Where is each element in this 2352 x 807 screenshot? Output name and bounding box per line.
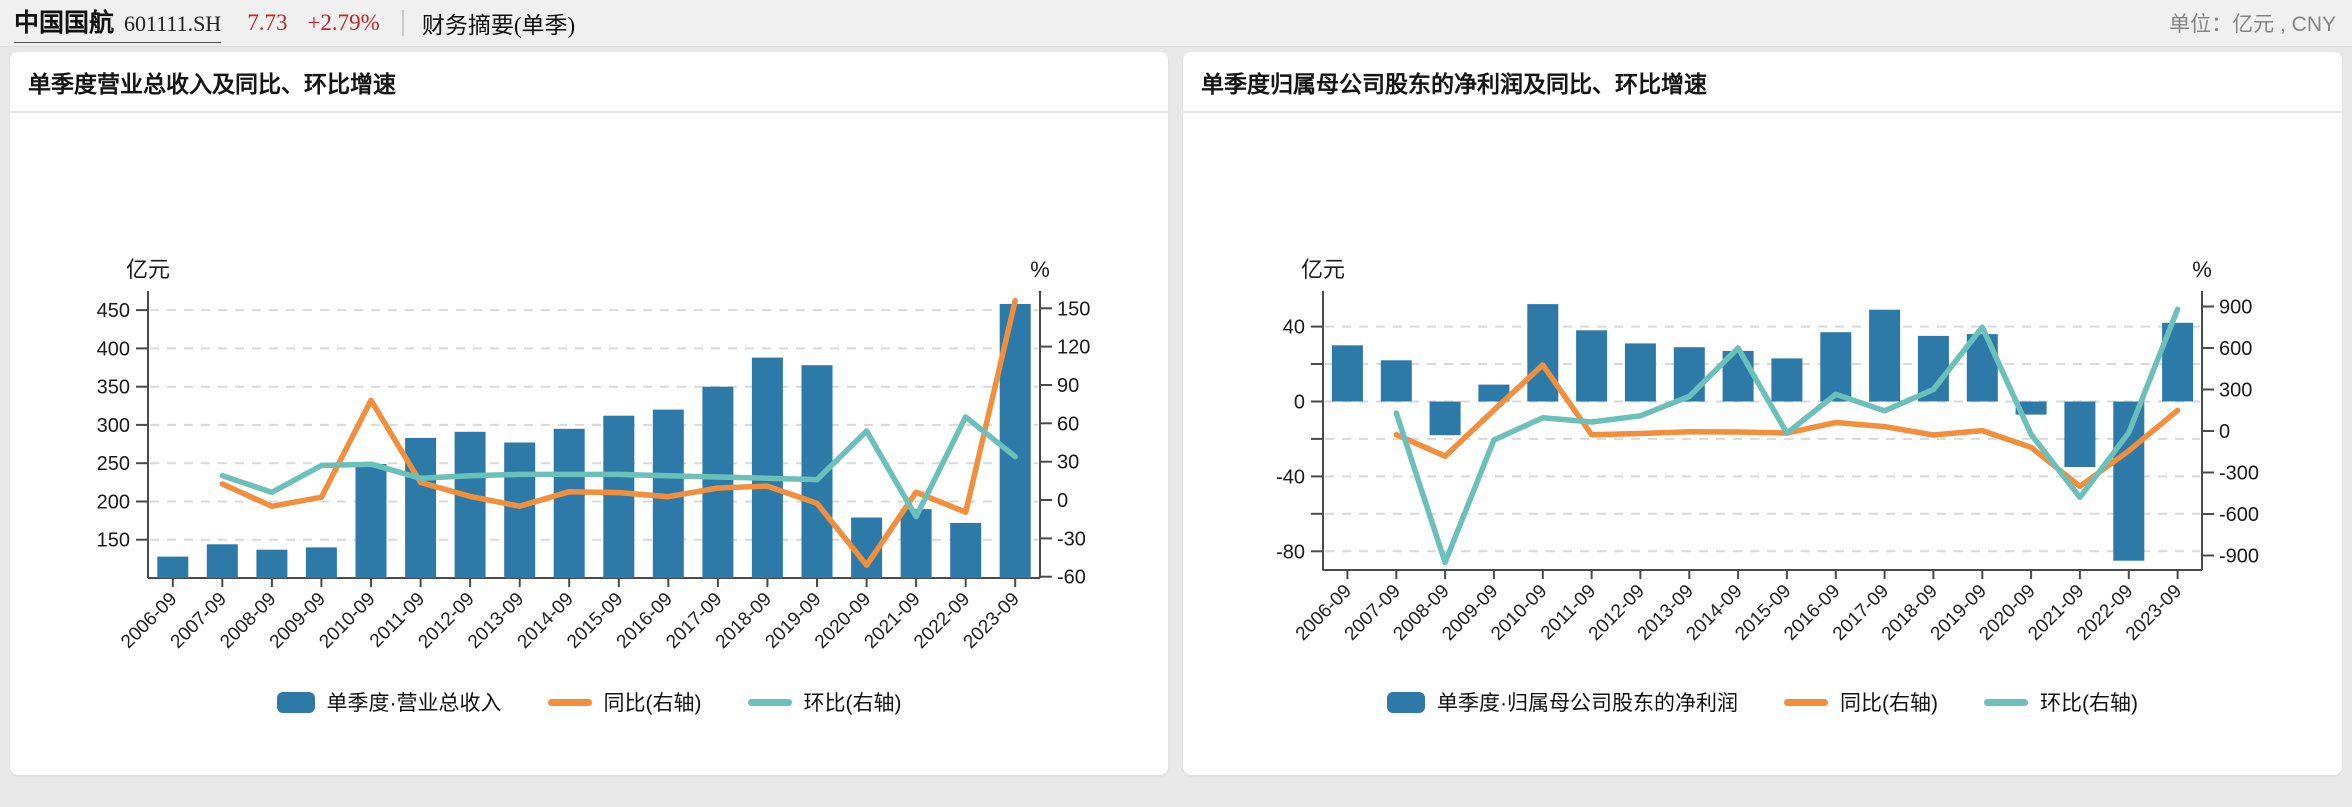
y-axis-left-label: 250	[97, 453, 130, 475]
profit-bar[interactable]	[2064, 401, 2096, 468]
y-axis-right-label: 30	[1057, 452, 1079, 474]
legend-label: 单季度·营业总收入	[326, 692, 502, 715]
bar-series-swatch	[1387, 691, 1425, 713]
y-axis-left-label: 150	[97, 530, 130, 552]
y-axis-right-label: -900	[2219, 546, 2259, 568]
stock-price: 7.73	[247, 10, 288, 35]
profit-bar[interactable]	[1527, 304, 1559, 402]
y-axis-left-label: 400	[97, 338, 130, 360]
yoy-line-swatch	[547, 698, 592, 706]
y-axis-right-unit: %	[1030, 257, 1050, 282]
revenue-bar[interactable]	[157, 556, 189, 578]
revenue-bar[interactable]	[751, 357, 783, 578]
yoy-line-swatch	[1784, 698, 1828, 706]
qoq-line	[1393, 306, 2181, 566]
y-axis-left-label: 0	[1294, 392, 1305, 414]
revenue-bar[interactable]	[553, 428, 585, 578]
y-axis-right-label: -30	[1057, 528, 1086, 550]
profit-chart-title: 单季度归属母公司股东的净利润及同比、环比增速	[1183, 52, 2342, 113]
profit-bar[interactable]	[1673, 347, 1705, 402]
legend-item-profit-bar[interactable]: 单季度·归属母公司股东的净利润	[1387, 687, 1738, 717]
profit-bar[interactable]	[1869, 309, 1901, 402]
header-divider	[401, 10, 404, 36]
legend-item-yoy[interactable]: 同比(右轴)	[547, 687, 702, 717]
revenue-chart[interactable]: 150 200 250 300 350 400 450 -60 -30 0 30 60 90 120 150…	[10, 113, 1168, 685]
revenue-bar[interactable]	[702, 386, 734, 578]
bar-series-swatch	[276, 691, 315, 713]
profit-bar[interactable]	[1429, 401, 1461, 436]
profit-bar[interactable]	[1380, 360, 1412, 402]
y-axis-right-label: 0	[1057, 490, 1068, 512]
y-axis-right-label: 300	[2219, 380, 2252, 402]
legend-label: 环比(右轴)	[2040, 692, 2138, 715]
profit-chart[interactable]: -80-40040-900-600-30003006009002006-0920…	[1183, 113, 2342, 685]
profit-bar[interactable]	[1576, 330, 1608, 402]
y-axis-left-label: -40	[1276, 466, 1305, 488]
revenue-bar[interactable]	[355, 464, 387, 578]
profit-bar[interactable]	[1820, 332, 1852, 402]
y-axis-right-label: 150	[1057, 298, 1090, 320]
stock-name: 中国国航	[14, 10, 115, 37]
revenue-bar[interactable]	[603, 415, 635, 578]
legend-label: 同比(右轴)	[603, 692, 702, 715]
y-axis-right-label: -60	[1057, 567, 1086, 589]
y-axis-left-label: 200	[97, 492, 130, 514]
y-axis-right-label: 0	[2219, 421, 2230, 443]
revenue-chart-legend: 单季度·营业总收入 同比(右轴) 环比(右轴)	[10, 687, 1168, 717]
unit-label: 单位：亿元 , CNY	[2169, 13, 2336, 36]
profit-bar[interactable]	[1771, 358, 1803, 402]
y-axis-left-label: -80	[1276, 541, 1305, 563]
qoq-line	[219, 414, 1018, 520]
legend-label: 环比(右轴)	[803, 692, 902, 715]
revenue-bar[interactable]	[305, 547, 337, 578]
legend-item-qoq[interactable]: 环比(右轴)	[1984, 687, 2138, 717]
stock-change-pct: +2.79%	[307, 10, 380, 35]
x-axis-label: 2010-09	[315, 589, 379, 653]
revenue-bar[interactable]	[504, 442, 536, 579]
y-axis-right-label: 60	[1057, 413, 1079, 435]
revenue-bar[interactable]	[256, 549, 288, 578]
y-axis-left-unit: 亿元	[1301, 257, 1345, 282]
yoy-line	[219, 297, 1018, 568]
y-axis-left-label: 450	[97, 300, 130, 322]
y-axis-left-unit: 亿元	[126, 257, 170, 282]
y-axis-right-label: 900	[2219, 297, 2252, 319]
profit-bar[interactable]	[1624, 343, 1656, 402]
y-axis-right-unit: %	[2192, 257, 2212, 282]
revenue-bar[interactable]	[206, 544, 238, 578]
y-axis-right-label: 90	[1057, 375, 1079, 397]
y-axis-right-label: -600	[2219, 504, 2259, 526]
y-axis-left-label: 40	[1283, 317, 1305, 339]
profit-bar[interactable]	[1478, 384, 1510, 402]
x-axis-label: 2023-09	[960, 589, 1024, 653]
legend-item-yoy[interactable]: 同比(右轴)	[1784, 687, 1938, 717]
profit-bar[interactable]	[1331, 345, 1363, 402]
legend-item-revenue-bar[interactable]: 单季度·营业总收入	[276, 687, 502, 717]
revenue-chart-card: 单季度营业总收入及同比、环比增速 150 200 250 300 350 400 450 -6…	[10, 52, 1168, 775]
y-axis-left-label: 350	[97, 377, 130, 399]
y-axis-left-label: 300	[97, 415, 130, 437]
revenue-bar[interactable]	[405, 437, 437, 578]
report-type-label: 财务摘要(单季)	[421, 13, 576, 38]
y-axis-right-label: -300	[2219, 463, 2259, 485]
y-axis-right-label: 120	[1057, 337, 1090, 359]
stock-link[interactable]: 中国国航 601111.SH	[14, 3, 222, 43]
revenue-bar[interactable]	[900, 509, 932, 578]
qoq-line-swatch	[1984, 698, 2028, 706]
legend-label: 同比(右轴)	[1840, 692, 1938, 715]
y-axis-right-label: 600	[2219, 338, 2252, 360]
revenue-bar[interactable]	[950, 522, 982, 578]
header-bar: 中国国航 601111.SH 7.73 +2.79% 财务摘要(单季) 单位：亿…	[0, 0, 2352, 47]
legend-label: 单季度·归属母公司股东的净利润	[1437, 692, 1738, 715]
profit-chart-card: 单季度归属母公司股东的净利润及同比、环比增速 -80 -40 0 40 -900 -600…	[1183, 52, 2342, 775]
qoq-line-swatch	[747, 698, 792, 706]
revenue-chart-title: 单季度营业总收入及同比、环比增速	[10, 52, 1168, 113]
legend-item-qoq[interactable]: 环比(右轴)	[747, 687, 902, 717]
revenue-bar[interactable]	[454, 431, 486, 578]
profit-chart-legend: 单季度·归属母公司股东的净利润 同比(右轴) 环比(右轴)	[1183, 687, 2342, 717]
stock-code: 601111.SH	[124, 11, 222, 36]
